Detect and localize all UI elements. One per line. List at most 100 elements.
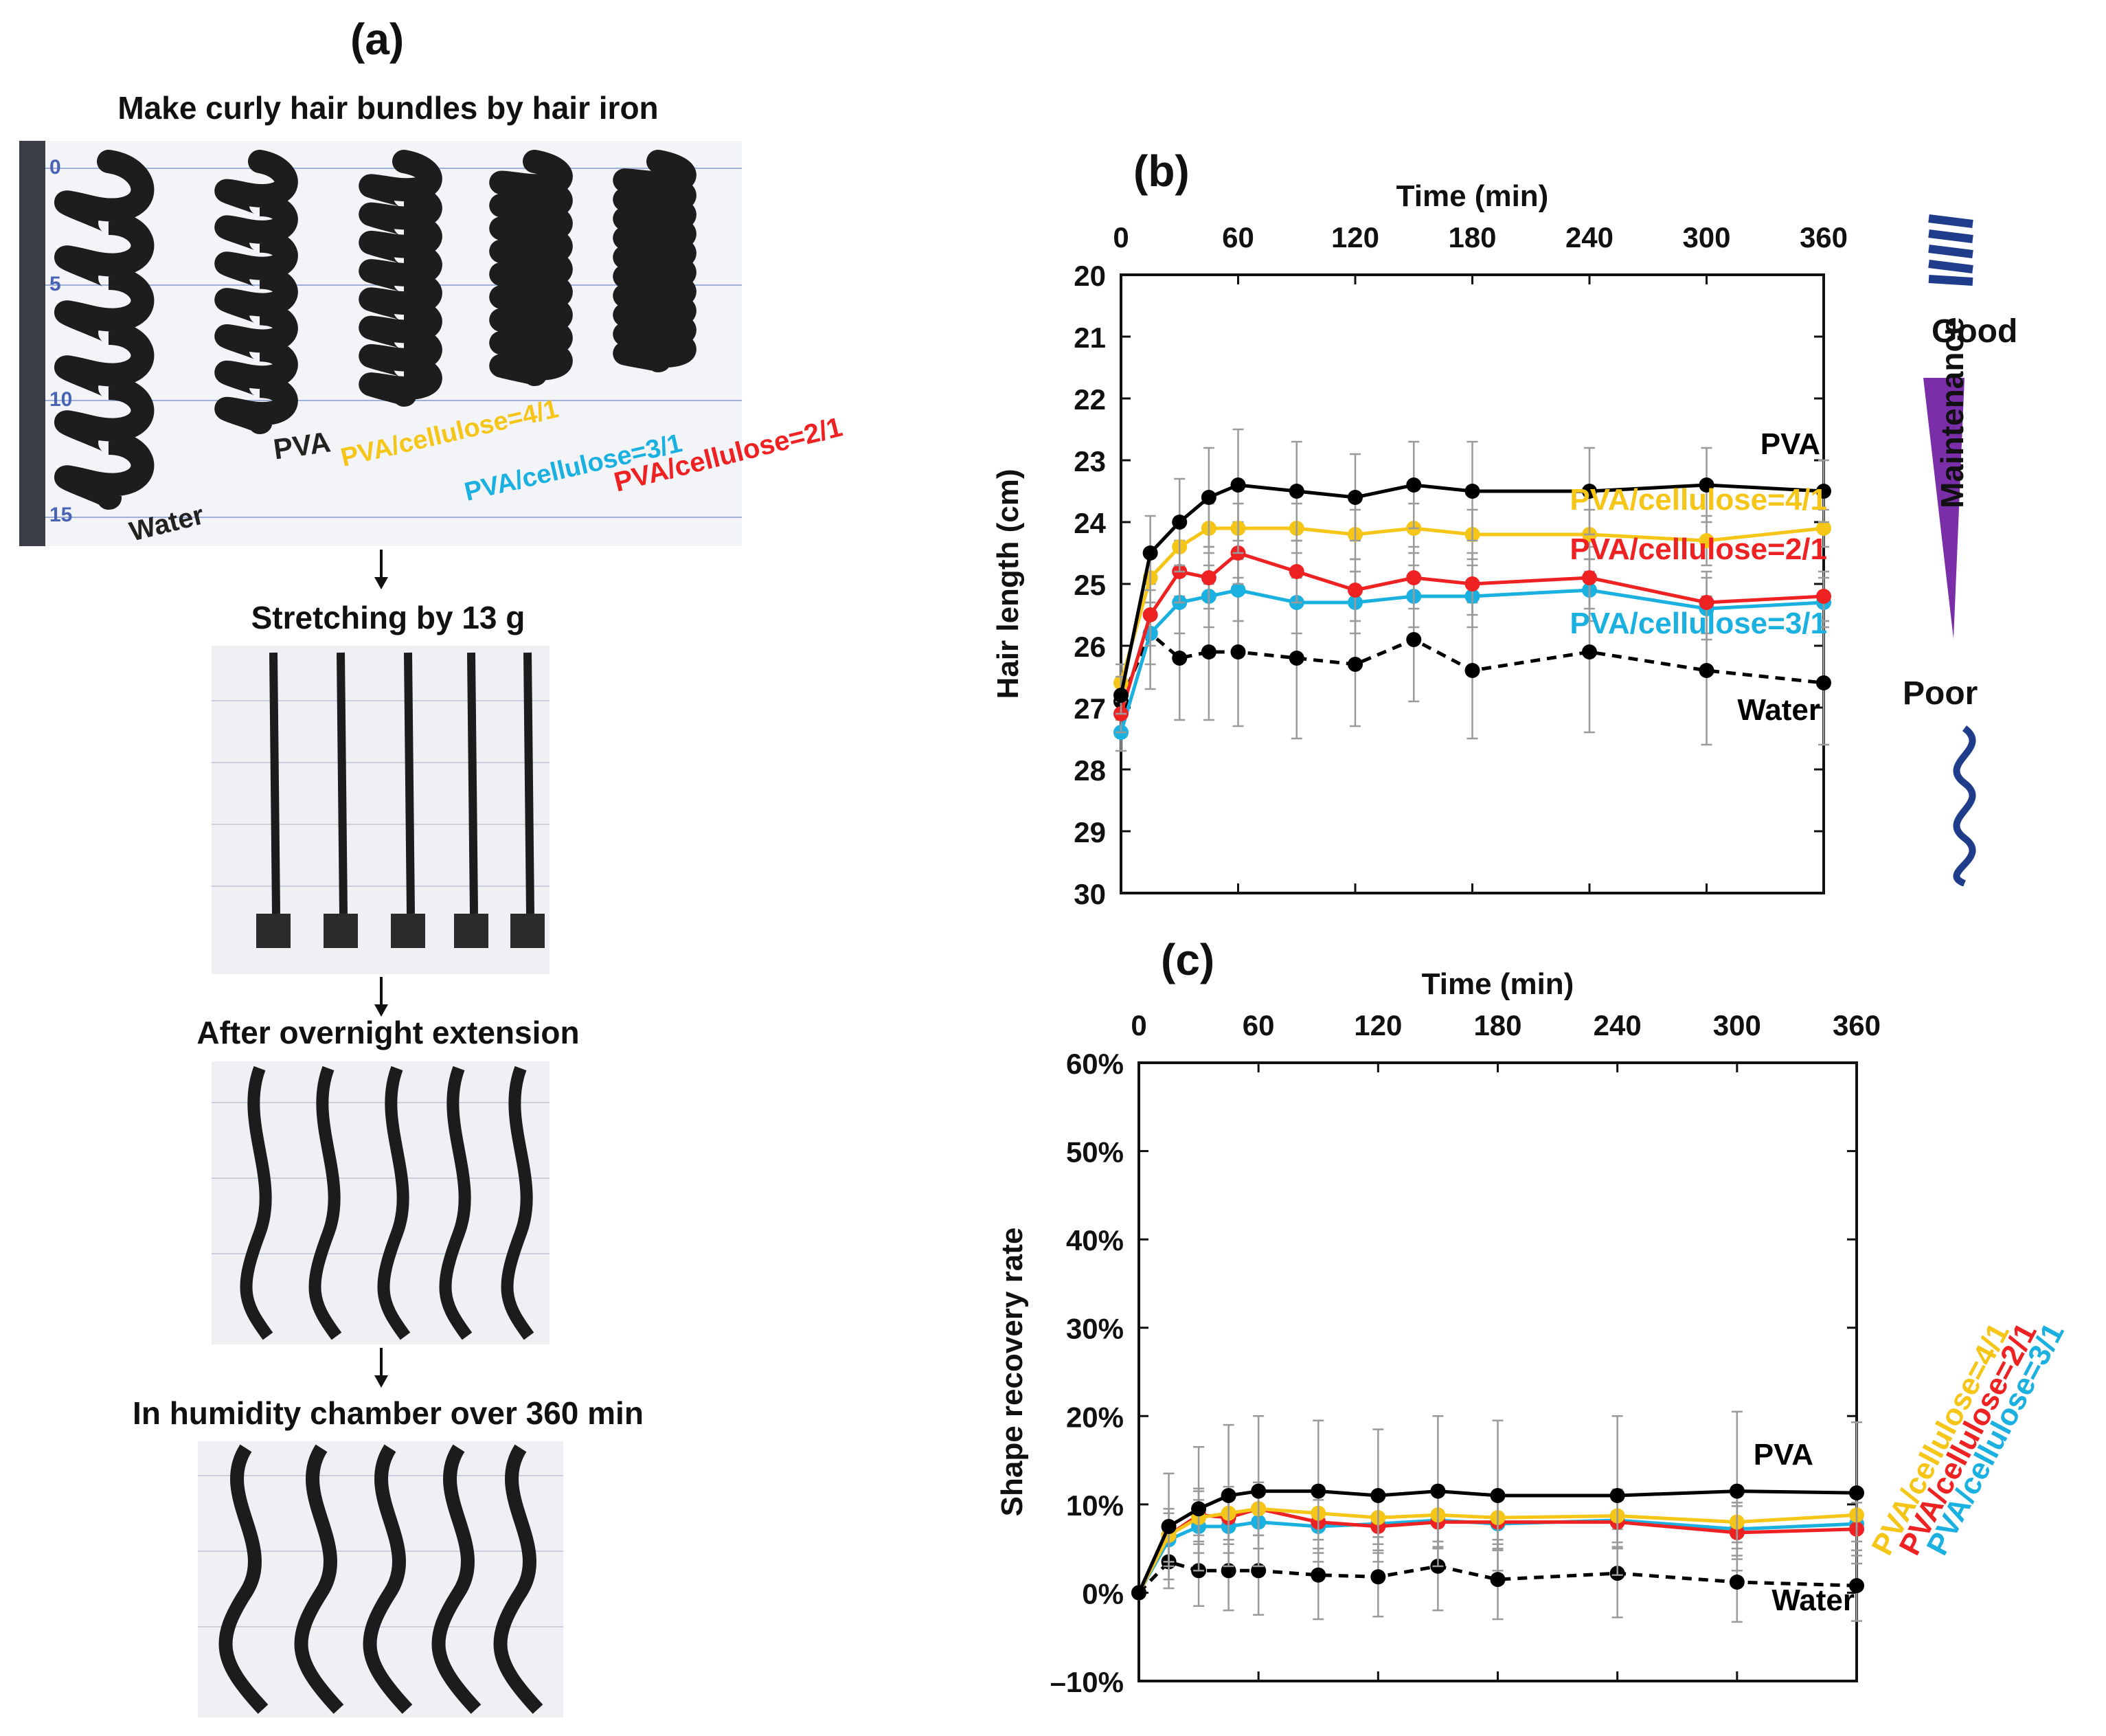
data-point-pva: [1230, 477, 1246, 493]
y-tick-label: 27: [1074, 692, 1106, 725]
tight-coil-icon: [1928, 214, 1973, 286]
y-tick-label: 0%: [1082, 1577, 1124, 1610]
curly-hair-photo: 0 5 10 15 Water PVA PVA/cellulose=4/1 PV…: [19, 141, 742, 546]
hair-weight: [391, 914, 425, 948]
chart-b: 0 60 120 180 240 300 360 Time (min) 20 21 22 23 24 25…: [991, 179, 1848, 910]
x-tick-label: 180: [1473, 1009, 1521, 1041]
ruler-mark-5: 5: [49, 273, 61, 295]
hair-strand: [269, 652, 280, 914]
overnight-hair-drawing: [212, 1061, 550, 1344]
x-tick-label: 60: [1222, 221, 1254, 253]
hair-wave: [501, 1066, 534, 1340]
scale-good-label: Good: [1932, 313, 2018, 350]
data-point-pva: [1490, 1488, 1506, 1503]
step-1-title: Make curly hair bundles by hair iron: [117, 90, 659, 126]
data-point-pc21: [1582, 570, 1597, 585]
data-point-pva: [1729, 1483, 1745, 1499]
data-point-pc21: [1816, 589, 1831, 604]
hair-wave: [493, 1444, 543, 1714]
x-tick-label: 0: [1131, 1009, 1146, 1041]
data-point-water: [1582, 644, 1597, 660]
y-tick-label: 21: [1074, 322, 1106, 354]
hair-wave: [363, 1444, 413, 1714]
x-tick-label: 360: [1800, 221, 1848, 253]
ruler-mark-0: 0: [49, 156, 61, 179]
data-point-pva: [1582, 484, 1597, 499]
annotation-pva-cellulose-4-1: PVA/cellulose=4/1: [1570, 483, 1827, 517]
y-tick-label: 60%: [1066, 1048, 1124, 1080]
data-point-water: [1729, 1575, 1745, 1590]
data-point-water: [1289, 651, 1304, 666]
humidity-hair-drawing: [198, 1441, 563, 1717]
data-point-water: [1172, 651, 1188, 666]
hair-curl: [54, 150, 155, 510]
data-point-water: [1699, 663, 1714, 678]
chart-c: 0 60 120 180 240 300 360 Time (min) –10% 0% 10% 20%…: [995, 967, 2071, 1698]
curly-hair-photo-drawing: [19, 141, 742, 546]
x-tick-label: 240: [1594, 1009, 1642, 1041]
data-point-pc21: [1201, 570, 1216, 585]
data-point-pva: [1221, 1488, 1236, 1503]
x-tick-label: 300: [1713, 1009, 1761, 1041]
down-arrow-icon: [374, 550, 388, 589]
annotation-water: Water: [1737, 693, 1820, 727]
hair-strand: [523, 652, 534, 914]
x-axis-label: Time (min): [1422, 967, 1574, 1001]
annotation-pva: PVA: [1760, 427, 1820, 461]
data-point-pc21: [1289, 564, 1304, 579]
ruler-mark-15: 15: [49, 504, 73, 526]
panel-a-label: (a): [350, 14, 405, 64]
x-tick-label: 120: [1331, 221, 1379, 253]
hair-wave: [308, 1066, 342, 1340]
data-point-pva: [1699, 477, 1714, 493]
data-point-pva: [1816, 484, 1831, 499]
data-point-pc41: [1699, 533, 1714, 548]
data-point-water: [1201, 644, 1216, 660]
y-tick-label: 30%: [1066, 1313, 1124, 1345]
data-point-pva: [1113, 688, 1129, 703]
down-arrow-icon: [374, 1348, 388, 1388]
data-point-water: [1464, 663, 1480, 678]
panel-b-label: (b): [1133, 146, 1190, 196]
humidity-hair-photo: [198, 1441, 563, 1717]
y-tick-label: 20%: [1066, 1401, 1124, 1433]
annotation-pva-cellulose-2-1: PVA/cellulose=2/1: [1570, 532, 1827, 566]
hair-wave: [240, 1066, 273, 1340]
data-point-water: [1406, 632, 1422, 647]
data-point-pc41: [1816, 521, 1831, 536]
x-axis-label: Time (min): [1396, 179, 1549, 213]
data-point-pc31: [1230, 583, 1246, 598]
hair-strand: [467, 652, 478, 914]
data-point-pva: [1348, 490, 1363, 505]
y-tick-label: 24: [1074, 507, 1106, 539]
y-tick-label: 26: [1074, 631, 1106, 663]
data-point-water: [1348, 657, 1363, 672]
hair-curl: [613, 150, 697, 372]
x-tick-label: 0: [1113, 221, 1129, 253]
data-point-pc21: [1142, 607, 1158, 622]
x-tick-label: 120: [1354, 1009, 1402, 1041]
y-axis-label: Hair length (cm): [991, 469, 1025, 699]
data-point-pva: [1142, 545, 1158, 561]
y-axis-label: Shape recovery rate: [995, 1228, 1029, 1517]
y-tick-label: 22: [1074, 383, 1106, 416]
loose-coil-icon: [1953, 725, 1976, 886]
overnight-hair-photo: [212, 1061, 550, 1344]
hair-curl: [359, 150, 442, 407]
hair-wave: [377, 1066, 411, 1340]
y-tick-label: 50%: [1066, 1136, 1124, 1169]
maintenance-wedge-icon: [1923, 378, 1965, 639]
data-point-pva: [1370, 1488, 1386, 1503]
annotation-pva: PVA: [1754, 1438, 1813, 1472]
scale-maintenance-label: Maintenance: [1934, 317, 1970, 508]
x-tick-label: 240: [1565, 221, 1614, 253]
y-tick-label: 20: [1074, 260, 1106, 292]
hair-curl: [214, 150, 298, 434]
y-tick-label: –10%: [1050, 1666, 1124, 1698]
x-tick-label: 180: [1448, 221, 1496, 253]
hair-weight: [256, 914, 291, 948]
data-point-pc21: [1699, 595, 1714, 610]
hair-wave: [439, 1066, 473, 1340]
data-point-pc21: [1406, 570, 1422, 585]
